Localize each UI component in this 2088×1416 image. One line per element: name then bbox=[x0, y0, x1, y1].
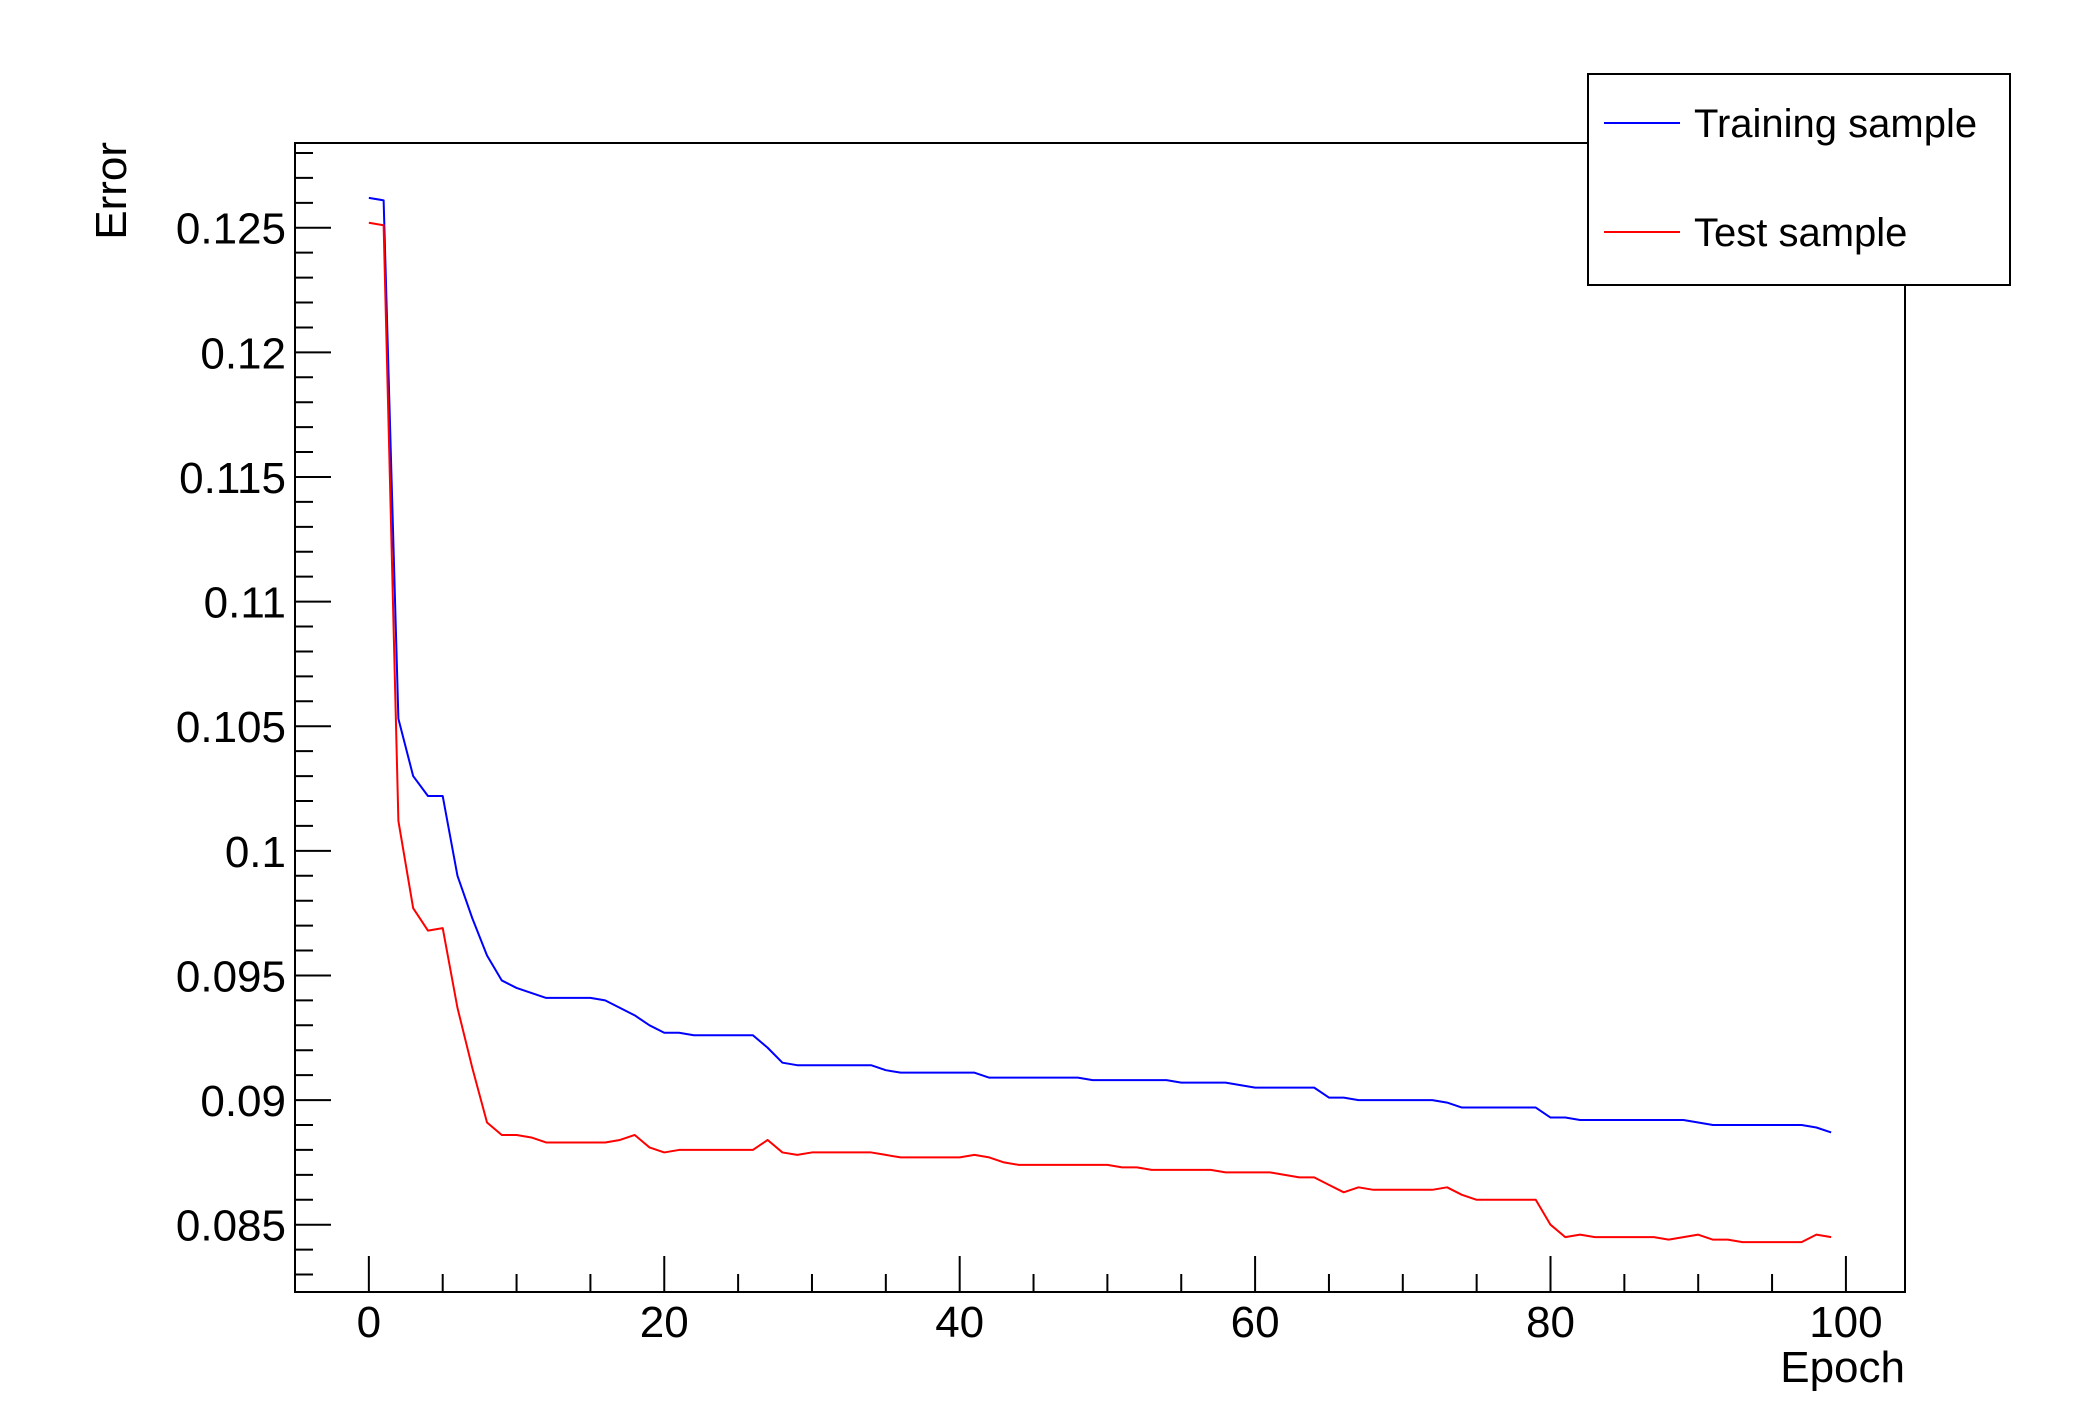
y-tick-label: 0.115 bbox=[179, 454, 286, 503]
legend: Training sample Test sample bbox=[1587, 73, 2011, 286]
y-tick-label: 0.09 bbox=[200, 1077, 286, 1126]
axes: 0 20 40 60 80 100 0.085 0.09 0.095 0.1 0.105 0.11 0.… bbox=[176, 142, 1906, 1347]
legend-box bbox=[1587, 73, 2011, 286]
y-tick-label: 0.11 bbox=[204, 579, 286, 628]
y-tick-label: 0.095 bbox=[176, 952, 286, 1001]
x-tick-label: 40 bbox=[935, 1298, 984, 1347]
legend-label-training: Training sample bbox=[1694, 102, 1977, 146]
x-tick-label: 0 bbox=[357, 1298, 381, 1347]
x-tick-label: 80 bbox=[1526, 1298, 1575, 1347]
x-tick-label: 60 bbox=[1231, 1298, 1280, 1347]
x-tick-label: 20 bbox=[640, 1298, 689, 1347]
legend-label-test: Test sample bbox=[1694, 211, 1907, 255]
x-tick-label: 100 bbox=[1809, 1298, 1882, 1347]
plot-area bbox=[368, 196, 1832, 1244]
series-line-test-sample bbox=[368, 221, 1832, 1244]
x-axis-title: Epoch bbox=[1780, 1343, 1905, 1392]
plot-frame bbox=[294, 142, 1906, 1293]
y-tick-label: 0.105 bbox=[176, 703, 286, 752]
y-axis-title: Error bbox=[87, 142, 136, 240]
y-tick-label: 0.085 bbox=[176, 1202, 286, 1251]
series-line-training-sample bbox=[368, 196, 1832, 1134]
y-tick-label: 0.12 bbox=[200, 329, 286, 378]
y-tick-label: 0.125 bbox=[176, 205, 286, 254]
y-tick-label: 0.1 bbox=[225, 828, 286, 877]
